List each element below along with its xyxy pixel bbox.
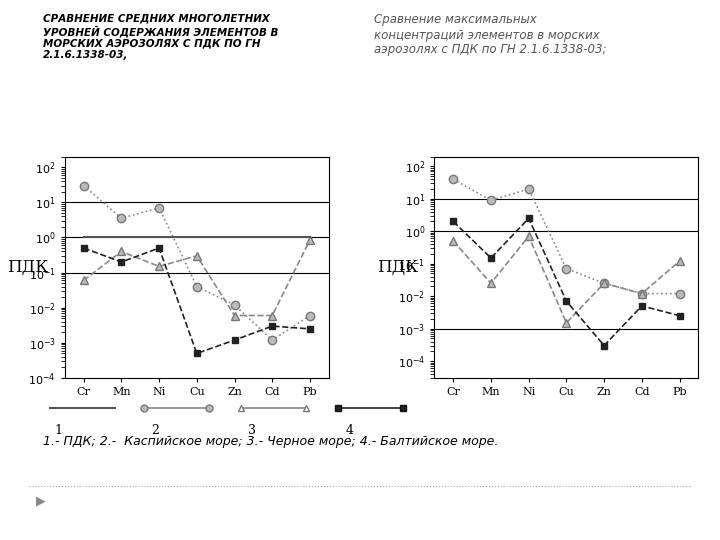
Text: 1.- ПДК; 2.-  Каспийское море; 3.- Черное море; 4.- Балтийское море.: 1.- ПДК; 2.- Каспийское море; 3.- Черное… bbox=[43, 435, 498, 448]
Text: 4: 4 bbox=[346, 424, 354, 437]
Text: 3: 3 bbox=[248, 424, 256, 437]
Text: Сравнение максимальных
концентраций элементов в морских
аэрозолях с ПДК по ГН 2.: Сравнение максимальных концентраций элем… bbox=[374, 14, 607, 57]
Text: 1: 1 bbox=[54, 424, 62, 437]
Text: СРАВНЕНИЕ СРЕДНИХ МНОГОЛЕТНИХ
УРОВНЕЙ СОДЕРЖАНИЯ ЭЛЕМЕНТОВ В
МОРСКИХ АЭРОЗОЛЯХ С: СРАВНЕНИЕ СРЕДНИХ МНОГОЛЕТНИХ УРОВНЕЙ СО… bbox=[43, 14, 279, 60]
Y-axis label: ПДК: ПДК bbox=[7, 259, 48, 276]
Y-axis label: ПДК: ПДК bbox=[377, 259, 418, 276]
Text: ▶: ▶ bbox=[36, 494, 45, 507]
Text: 2: 2 bbox=[151, 424, 159, 437]
